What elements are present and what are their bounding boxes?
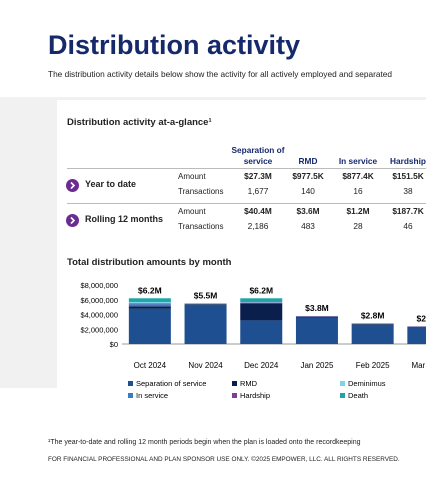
- bar-segment: [295, 317, 338, 344]
- chart-title: Total distribution amounts by month: [67, 257, 232, 268]
- total-label: $2.8M: [361, 310, 385, 320]
- cell: 28: [353, 221, 363, 231]
- y-tick-label: $0: [110, 340, 118, 349]
- cell: 16: [353, 186, 363, 196]
- bar-segment: [240, 298, 283, 302]
- legend-swatch: [128, 393, 133, 398]
- legend-swatch: [232, 381, 237, 386]
- bar-segment: [407, 327, 426, 344]
- legend-swatch: [128, 381, 133, 386]
- x-tick-label: Mar 2025: [411, 361, 426, 370]
- y-tick-label: $6,000,000: [80, 296, 118, 305]
- total-label: $5.5M: [194, 290, 218, 300]
- y-tick-label: $2,000,000: [80, 325, 118, 334]
- bar-segment: [128, 298, 171, 302]
- cell: $3.6M: [296, 206, 320, 216]
- legend-swatch: [232, 393, 237, 398]
- y-tick-label: $4,000,000: [80, 311, 118, 320]
- cell: 2,186: [247, 221, 269, 231]
- cell: $977.5K: [292, 171, 324, 181]
- row-label: Transactions: [178, 187, 224, 196]
- total-label: $6.2M: [249, 285, 273, 295]
- bar-segment: [240, 320, 283, 344]
- legend-label: Separation of service: [136, 379, 206, 388]
- column-header: In service: [338, 156, 378, 166]
- x-tick-label: Jan 2025: [300, 361, 333, 370]
- bar-segment: [128, 304, 171, 307]
- footnote: ¹The year-to-date and rolling 12 month p…: [48, 439, 361, 446]
- total-label: $6.2M: [138, 285, 162, 295]
- bar-segment: [128, 308, 171, 344]
- chevron: [70, 181, 76, 190]
- x-tick-label: Nov 2024: [188, 361, 223, 370]
- column-header: RMD: [298, 156, 318, 166]
- subtitle: The distribution activity details below …: [48, 69, 393, 79]
- legend-label: RMD: [240, 379, 258, 388]
- total-label: $2.4M: [417, 313, 426, 323]
- bar-segment: [184, 304, 227, 344]
- copyright: FOR FINANCIAL PROFESSIONAL AND PLAN SPON…: [48, 456, 400, 463]
- cell: 38: [403, 186, 413, 196]
- bar-segment: [351, 324, 394, 325]
- legend-label: Death: [348, 391, 368, 400]
- cell: $187.7K: [392, 206, 424, 216]
- x-tick-label: Dec 2024: [244, 361, 279, 370]
- legend-label: In service: [136, 391, 168, 400]
- bar-segment: [295, 316, 338, 318]
- row-label: Amount: [178, 172, 206, 181]
- cell: $877.4K: [342, 171, 374, 181]
- row-label: Transactions: [178, 222, 224, 231]
- chevron: [70, 216, 76, 225]
- bar-segment: [351, 324, 394, 344]
- cell: 483: [301, 221, 315, 231]
- cell: $27.3M: [244, 171, 272, 181]
- legend-swatch: [340, 393, 345, 398]
- cell: $151.5K: [392, 171, 424, 181]
- bar-segment: [128, 306, 171, 309]
- group-icon: [66, 214, 79, 227]
- page-title: Distribution activity: [48, 30, 301, 60]
- cell: 46: [403, 221, 413, 231]
- cell: 140: [301, 186, 315, 196]
- legend-swatch: [340, 381, 345, 386]
- bar-segment: [240, 303, 283, 321]
- column-header: Separation of service: [231, 145, 285, 166]
- summary-title: Distribution activity at-a-glance¹: [67, 117, 212, 128]
- bar-segment: [128, 301, 171, 304]
- bar-segment: [184, 304, 227, 305]
- divider: [67, 168, 426, 169]
- y-tick-label: $8,000,000: [80, 281, 118, 290]
- group-label: Rolling 12 months: [85, 214, 164, 224]
- cell: $1.2M: [346, 206, 370, 216]
- column-header: Hardship: [390, 156, 426, 166]
- bar-segment: [240, 302, 283, 304]
- legend-label: Deminimus: [348, 379, 386, 388]
- row-label: Amount: [178, 207, 206, 216]
- cell: $40.4M: [244, 206, 272, 216]
- x-tick-label: Oct 2024: [134, 361, 167, 370]
- total-label: $3.8M: [305, 303, 329, 313]
- bar-segment: [128, 303, 171, 305]
- cell: 1,677: [247, 186, 269, 196]
- group-label: Year to date: [85, 179, 137, 189]
- x-tick-label: Feb 2025: [356, 361, 390, 370]
- chart: $0 $2,000,000 $4,000,000 $6,000,000 $8,000,0…: [80, 281, 426, 400]
- group-icon: [66, 179, 79, 192]
- divider: [67, 203, 426, 204]
- bar-segment: [407, 327, 426, 328]
- legend-label: Hardship: [240, 391, 270, 400]
